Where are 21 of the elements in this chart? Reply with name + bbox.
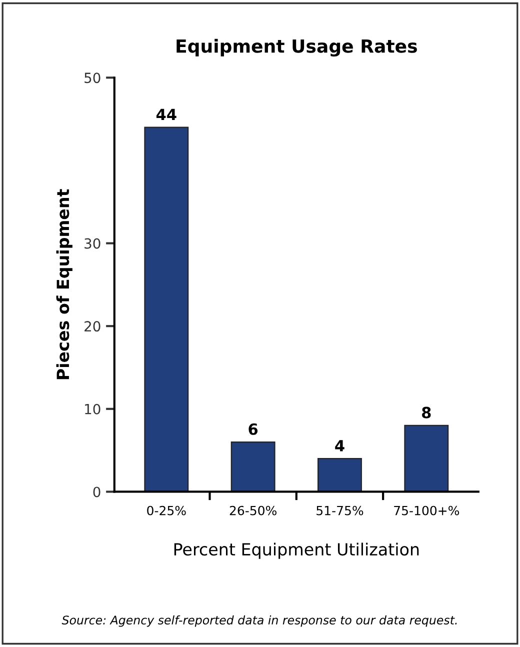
x-tick-label: 75-100+% <box>394 506 460 516</box>
bar <box>404 424 449 492</box>
source-note: Source: Agency self-reported data in response to our data request. <box>62 615 457 627</box>
data-label: 4 <box>335 440 344 452</box>
y-tick-label: 30 <box>84 238 100 249</box>
y-tick-label: 20 <box>84 321 100 332</box>
bar <box>318 458 362 492</box>
bar <box>144 126 189 492</box>
x-axis-title: Percent Equipment Utilization <box>174 542 419 559</box>
y-axis-title: Pieces of Equipment <box>56 189 72 380</box>
data-label: 6 <box>248 423 258 435</box>
bar <box>230 441 276 492</box>
y-tick-label: 0 <box>93 486 100 498</box>
x-tick-label: 26-50% <box>230 506 276 516</box>
x-tick-label: 0-25% <box>147 506 186 516</box>
x-tick-label: 51-75% <box>316 506 364 516</box>
data-label: 8 <box>422 406 431 418</box>
data-label: 44 <box>156 108 176 120</box>
chart-title: Equipment Usage Rates <box>176 38 417 57</box>
y-tick-label: 50 <box>84 72 100 84</box>
y-tick-label: 10 <box>85 404 100 414</box>
